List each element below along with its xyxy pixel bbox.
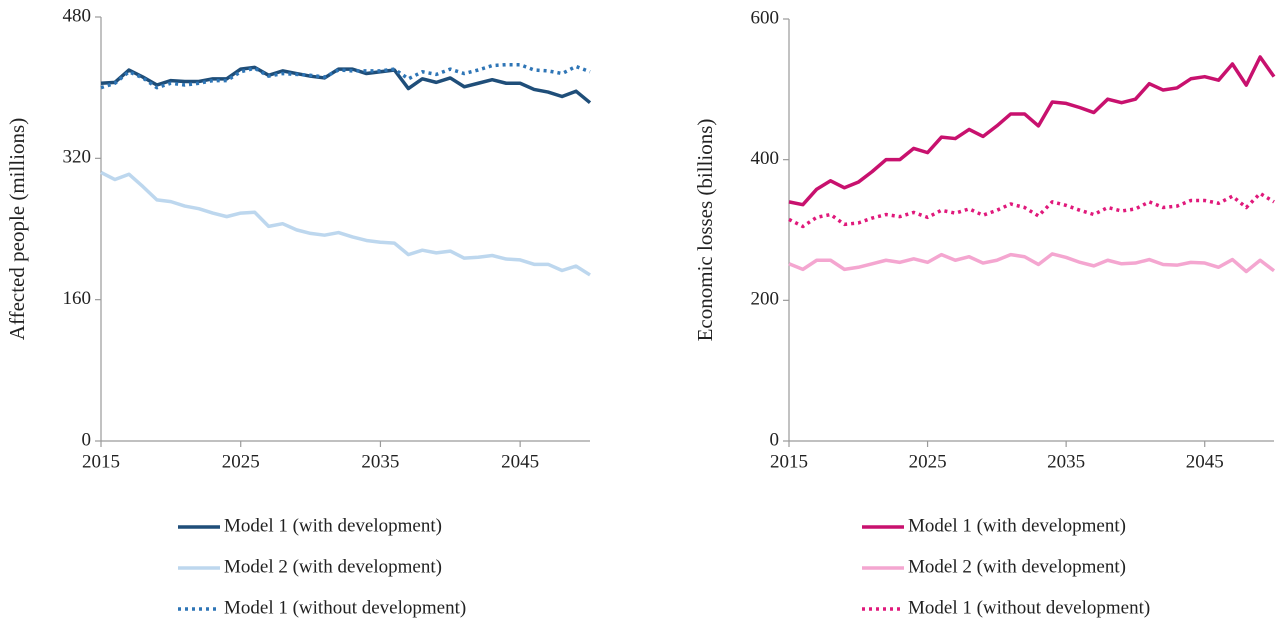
x-tick-label: 2015 [82, 451, 120, 472]
x-tick-label: 2025 [222, 451, 260, 472]
series-line [100, 170, 591, 277]
y-tick-label: 400 [751, 148, 780, 169]
legend-label: Model 2 (with development) [224, 556, 442, 577]
legend-label: Model 1 (without development) [224, 597, 466, 618]
y-tick-label: 480 [63, 5, 92, 26]
legend-label: Model 2 (with development) [908, 556, 1126, 577]
x-tick-label: 2035 [361, 451, 399, 472]
legend-label: Model 1 (with development) [908, 515, 1126, 536]
x-tick-label: 2015 [770, 451, 808, 472]
y-axis-label: Economic losses (billions) [693, 119, 717, 342]
x-tick-label: 2025 [909, 451, 947, 472]
series-line [788, 55, 1276, 207]
y-tick-label: 200 [751, 289, 780, 310]
x-tick-label: 2035 [1047, 451, 1085, 472]
series-line [100, 65, 592, 105]
y-tick-label: 0 [82, 429, 92, 450]
series-line [788, 191, 1275, 229]
y-tick-label: 600 [751, 7, 780, 28]
y-axis-label: Affected people (millions) [5, 118, 29, 340]
x-tick-label: 2045 [501, 451, 539, 472]
legend-label: Model 1 (with development) [224, 515, 442, 536]
series-line [100, 62, 591, 90]
legend-label: Model 1 (without development) [908, 597, 1150, 618]
y-tick-label: 320 [63, 147, 92, 168]
y-tick-label: 0 [770, 429, 780, 450]
y-tick-label: 160 [63, 288, 92, 309]
x-tick-label: 2045 [1186, 451, 1224, 472]
series-line [788, 252, 1276, 274]
